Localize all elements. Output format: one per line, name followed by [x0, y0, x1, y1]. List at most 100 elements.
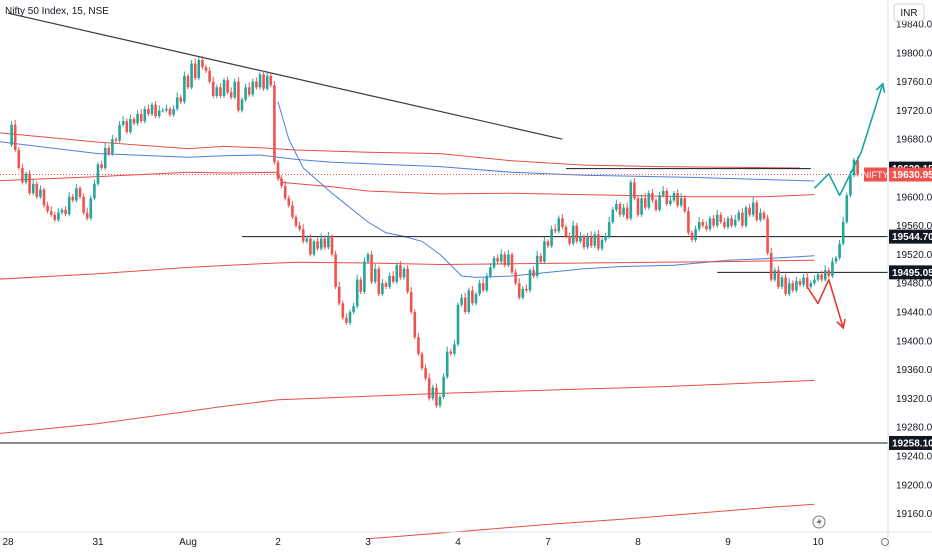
candle-body — [557, 218, 561, 232]
candle-body — [849, 175, 852, 196]
candle-body — [316, 241, 319, 249]
candle-body — [719, 214, 723, 222]
candle-body — [474, 294, 478, 304]
y-tick-label: 19160.00 — [896, 509, 932, 520]
candle-body — [607, 222, 611, 237]
candle-body — [409, 291, 413, 312]
x-tick-label: 10 — [812, 537, 824, 548]
candle-body — [697, 222, 701, 230]
candle-body — [532, 270, 535, 276]
candle-body — [456, 304, 460, 345]
candle-body — [319, 238, 323, 249]
candle-body — [373, 268, 377, 282]
candle-body — [471, 290, 474, 304]
candle-body — [294, 216, 298, 226]
y-tick-label: 19520.00 — [896, 250, 932, 261]
level-price-label: 19495.05 — [892, 268, 932, 279]
candle-body — [121, 121, 125, 125]
candle-body — [766, 218, 769, 253]
x-tick-label: 9 — [725, 537, 731, 548]
candle-body — [420, 353, 424, 369]
candle-body — [161, 110, 165, 112]
candle-body — [651, 193, 654, 201]
candle-body — [777, 270, 780, 287]
candle-body — [132, 119, 136, 124]
moving-average-line — [367, 503, 815, 540]
y-tick-label: 19320.00 — [896, 394, 932, 405]
level-price-badge — [889, 435, 932, 450]
candle-body — [672, 193, 676, 201]
candle-body — [82, 196, 85, 213]
candle-body — [312, 241, 316, 255]
candle-body — [154, 104, 157, 117]
candle-body — [795, 281, 798, 291]
candle-body — [489, 267, 492, 276]
level-price-label: 19544.70 — [892, 232, 932, 243]
candle-body — [528, 270, 532, 291]
candle-body — [496, 258, 499, 262]
candle-body — [301, 229, 305, 242]
candle-body — [247, 87, 251, 95]
y-tick-label: 19480.00 — [896, 279, 932, 290]
trendline[interactable] — [7, 12, 563, 140]
candle-body — [111, 139, 114, 154]
candle-body — [503, 254, 507, 266]
candle-body — [543, 241, 546, 262]
candle-body — [784, 277, 787, 294]
level-price-badge — [889, 265, 932, 280]
candle-body — [204, 67, 208, 71]
projection-path[interactable] — [806, 278, 844, 329]
candle-body — [100, 164, 103, 168]
x-tick-label: 2 — [275, 537, 281, 548]
candle-body — [802, 277, 805, 285]
y-tick-label: 19600.00 — [896, 192, 932, 203]
candle-body — [845, 195, 849, 222]
candle-body — [733, 219, 737, 226]
candle-body — [805, 277, 809, 287]
candle-body — [291, 205, 294, 217]
candle-body — [21, 168, 24, 183]
candle-body — [370, 254, 373, 282]
candle-body — [211, 81, 215, 96]
candle-body — [492, 258, 496, 268]
settings-icon[interactable] — [881, 538, 889, 546]
candle-body — [129, 119, 132, 132]
candle-body — [237, 81, 240, 111]
candle-body — [676, 193, 679, 206]
candle-body — [287, 198, 291, 206]
candle-body — [305, 238, 309, 242]
candle-body — [737, 212, 741, 220]
candle-body — [330, 236, 334, 255]
candle-body — [323, 238, 327, 248]
projection-path[interactable] — [813, 83, 884, 197]
candle-body — [748, 207, 751, 215]
last-price-badge — [889, 167, 932, 182]
projection-arrowhead — [836, 318, 846, 330]
moving-average-line — [0, 171, 815, 198]
candle-body — [165, 108, 168, 111]
candle-body — [658, 195, 661, 210]
candle-body — [366, 254, 370, 262]
candle-body — [622, 207, 625, 215]
candle-body — [269, 75, 273, 86]
candle-body — [579, 236, 582, 242]
candle-body — [402, 268, 406, 278]
candle-body — [647, 193, 651, 208]
candle-body — [157, 110, 161, 117]
candle-body — [759, 212, 762, 220]
currency-button[interactable] — [893, 3, 925, 22]
candle-body — [197, 60, 201, 78]
candle-body — [334, 254, 337, 287]
candle-body — [298, 225, 301, 230]
candle-body — [589, 236, 593, 246]
candle-body — [741, 212, 744, 226]
candle-body — [118, 124, 121, 141]
candle-body — [575, 225, 579, 242]
candle-body — [46, 205, 49, 212]
candle-body — [723, 222, 726, 228]
candle-body — [172, 108, 175, 115]
candle-body — [791, 283, 795, 291]
moving-average-line — [277, 101, 815, 278]
